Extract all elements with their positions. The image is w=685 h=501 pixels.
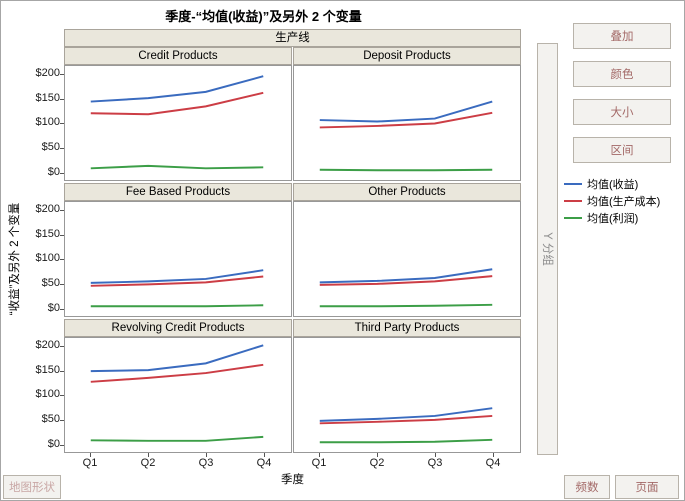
- x-tick-label: Q3: [427, 457, 443, 469]
- y-tick-mark: [60, 259, 64, 261]
- panel-title: Credit Products: [64, 47, 292, 65]
- x-tick-label: Q4: [256, 457, 272, 469]
- dropzone-group-y[interactable]: Y 分组: [537, 43, 558, 455]
- legend-label: 均值(收益): [587, 178, 639, 191]
- series-line: [90, 304, 264, 308]
- legend-item[interactable]: 均值(生产成本): [564, 192, 660, 209]
- panel-plot[interactable]: [293, 337, 521, 453]
- y-tick-label: $200: [35, 202, 60, 215]
- panel-plot[interactable]: [293, 65, 521, 181]
- x-axis-title[interactable]: 季度: [281, 474, 304, 486]
- series-line: [319, 111, 493, 129]
- column-group-header[interactable]: 生产线: [64, 29, 521, 47]
- series-line: [319, 268, 493, 284]
- dropzone-overlay[interactable]: 叠加: [573, 23, 671, 49]
- panel-title: Third Party Products: [293, 319, 521, 337]
- y-tick-label: $150: [35, 227, 60, 240]
- x-tick-label: Q3: [198, 457, 214, 469]
- x-tick-mark: [206, 453, 207, 457]
- y-tick-mark: [60, 420, 64, 422]
- x-tick-label: Q2: [369, 457, 385, 469]
- legend-label: 均值(生产成本): [587, 195, 661, 208]
- series-line: [319, 407, 493, 422]
- y-tick-label: $100: [35, 388, 60, 401]
- y-tick-label: $0: [47, 302, 60, 315]
- y-tick-mark: [60, 370, 64, 372]
- y-tick-mark: [60, 173, 64, 175]
- legend: 均值(收益) 均值(生产成本) 均值(利润): [564, 175, 660, 226]
- y-tick-label: $150: [35, 363, 60, 376]
- series-line: [90, 164, 264, 170]
- panel-plot[interactable]: [293, 201, 521, 317]
- legend-item[interactable]: 均值(收益): [564, 175, 660, 192]
- series-line: [90, 435, 264, 442]
- x-tick-mark: [90, 453, 91, 457]
- series-line: [319, 275, 493, 286]
- x-tick-mark: [377, 453, 378, 457]
- series-line: [90, 344, 264, 373]
- panel-title: Fee Based Products: [64, 183, 292, 201]
- y-tick-label: $50: [41, 413, 60, 426]
- panel-title: Deposit Products: [293, 47, 521, 65]
- x-tick-mark: [148, 453, 149, 457]
- panel-title: Other Products: [293, 183, 521, 201]
- y-tick-label: $50: [41, 277, 60, 290]
- dropzone-color[interactable]: 颜色: [573, 61, 671, 87]
- x-tick-mark: [264, 453, 265, 457]
- panel-plot[interactable]: [64, 337, 292, 453]
- y-tick-mark: [60, 209, 64, 211]
- panel-title: Revolving Credit Products: [64, 319, 292, 337]
- x-tick-label: Q1: [311, 457, 327, 469]
- y-tick-mark: [60, 445, 64, 447]
- y-tick-mark: [60, 123, 64, 125]
- series-line: [319, 438, 493, 444]
- series-line: [90, 363, 264, 383]
- panel-plot[interactable]: [64, 65, 292, 181]
- y-tick-mark: [60, 309, 64, 311]
- y-tick-mark: [60, 148, 64, 150]
- x-tick-label: Q2: [140, 457, 156, 469]
- series-line: [319, 414, 493, 425]
- y-tick-label: $150: [35, 91, 60, 104]
- y-tick-mark: [60, 395, 64, 397]
- legend-item[interactable]: 均值(利润): [564, 209, 660, 226]
- chart-title: 季度-“均值(收益)”及另外 2 个变量: [165, 9, 362, 24]
- y-tick-mark: [60, 234, 64, 236]
- x-tick-label: Q4: [485, 457, 501, 469]
- y-tick-label: $50: [41, 141, 60, 154]
- x-tick-label: Q1: [82, 457, 98, 469]
- series-line: [90, 91, 264, 116]
- y-tick-label: $200: [35, 66, 60, 79]
- legend-label: 均值(利润): [587, 212, 639, 225]
- dropzone-size[interactable]: 大小: [573, 99, 671, 125]
- y-tick-mark: [60, 73, 64, 75]
- x-tick-mark: [435, 453, 436, 457]
- series-line: [319, 100, 493, 123]
- y-tick-mark: [60, 345, 64, 347]
- legend-line-swatch: [564, 216, 582, 219]
- x-tick-mark: [493, 453, 494, 457]
- dropzone-page[interactable]: 页面: [615, 475, 679, 499]
- y-tick-mark: [60, 98, 64, 100]
- series-line: [90, 275, 264, 287]
- x-tick-mark: [319, 453, 320, 457]
- dropzone-interval[interactable]: 区间: [573, 137, 671, 163]
- dropzone-group-y-label: Y 分组: [540, 232, 553, 266]
- y-tick-label: $200: [35, 338, 60, 351]
- y-tick-label: $100: [35, 252, 60, 265]
- dropzone-map-shape[interactable]: 地图形状: [3, 475, 61, 499]
- series-line: [90, 269, 264, 284]
- dropzone-frequency[interactable]: 频数: [564, 475, 610, 499]
- y-tick-label: $100: [35, 116, 60, 129]
- series-line: [319, 303, 493, 308]
- legend-line-swatch: [564, 182, 582, 185]
- panel-plot[interactable]: [64, 201, 292, 317]
- y-tick-mark: [60, 284, 64, 286]
- y-tick-label: $0: [47, 166, 60, 179]
- y-tick-label: $0: [47, 438, 60, 451]
- series-line: [90, 75, 264, 103]
- legend-line-swatch: [564, 199, 582, 202]
